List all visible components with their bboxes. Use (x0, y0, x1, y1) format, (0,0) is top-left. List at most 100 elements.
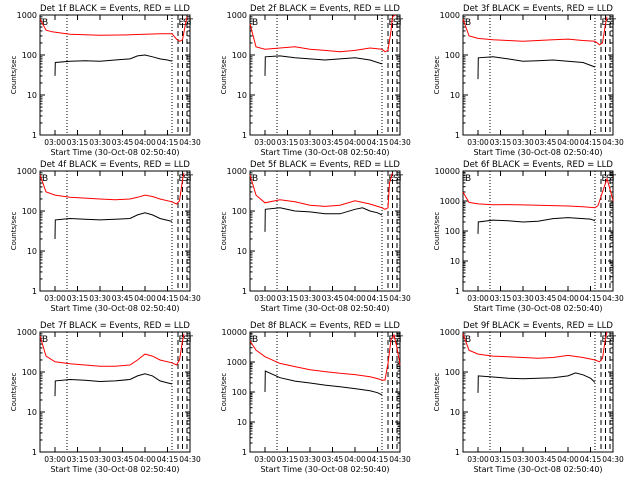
marker-label-T: T (397, 335, 404, 345)
x-tick-label: 04:30 (389, 294, 411, 303)
series-line-lld (249, 333, 401, 381)
series-line-events (264, 55, 383, 76)
plot-frame (462, 14, 614, 136)
x-tick-label: 04:00 (344, 294, 366, 303)
series-line-lld (249, 172, 393, 210)
x-tick-label: 03:45 (322, 455, 344, 464)
chart-title: Det 6f BLACK = Events, RED = LLD (463, 160, 613, 170)
x-tick-label: 03:30 (512, 138, 534, 147)
chart-title: Det 3f BLACK = Events, RED = LLD (463, 4, 613, 14)
series-line-events (477, 217, 596, 234)
marker-label-E: E (389, 174, 395, 184)
marker-label-T: T (187, 335, 194, 345)
y-axis-label: Counts/sec (220, 212, 228, 251)
y-axis-label: Counts/sec (10, 56, 18, 95)
x-tick-label: 04:30 (602, 294, 624, 303)
x-tick-label: 03:15 (67, 294, 89, 303)
x-tick-label: 04:15 (367, 455, 389, 464)
y-tick-label: 1 (455, 448, 460, 457)
x-tick-label: 03:00 (44, 294, 66, 303)
y-axis-label: Counts/sec (433, 56, 441, 95)
y-tick-label: 10000 (222, 328, 247, 337)
y-tick-label: 1000 (440, 328, 460, 337)
x-tick-label: 04:00 (557, 138, 579, 147)
x-tick-label: 03:45 (535, 294, 557, 303)
x-axis-label: Start Time (30-Oct-08 02:50:40) (260, 465, 389, 474)
x-tick-label: 04:00 (134, 294, 156, 303)
x-tick-label: 03:00 (467, 455, 489, 464)
y-tick-label: 1000 (227, 11, 247, 20)
y-tick-label: 10 (27, 408, 37, 417)
series-line-events (264, 370, 383, 396)
marker-label-E: E (179, 174, 185, 184)
series-line-lld (462, 331, 608, 363)
x-axis-label: Start Time (30-Oct-08 02:50:40) (473, 304, 602, 313)
x-tick-label: 03:45 (112, 455, 134, 464)
x-tick-label: 04:15 (157, 138, 179, 147)
x-tick-label: 03:30 (89, 294, 111, 303)
marker-label-S: S (606, 174, 612, 184)
y-tick-label: 10 (27, 247, 37, 256)
x-tick-label: 04:15 (580, 138, 602, 147)
x-tick-label: 04:00 (344, 138, 366, 147)
plot-frame (39, 331, 191, 453)
x-axis-label: Start Time (30-Oct-08 02:50:40) (50, 465, 179, 474)
x-tick-label: 04:15 (367, 138, 389, 147)
x-tick-label: 03:30 (89, 455, 111, 464)
x-tick-label: 03:45 (535, 138, 557, 147)
marker-label-T: T (187, 174, 194, 184)
y-tick-label: 100 (445, 51, 460, 60)
chart-title: Det 4f BLACK = Events, RED = LLD (40, 160, 190, 170)
plot-frame (249, 14, 401, 136)
chart-panel-2: Det 2f BLACK = Events, RED = LLD 1 10 100 10… (220, 4, 411, 157)
x-tick-label: 03:00 (254, 455, 276, 464)
y-tick-label: 100 (22, 51, 37, 60)
y-tick-label: 1 (455, 131, 460, 140)
y-axis-label: Counts/sec (10, 373, 18, 412)
y-tick-label: 100 (22, 368, 37, 377)
marker-label-S: S (393, 18, 399, 28)
plot-frame (39, 14, 191, 136)
marker-label-S: S (183, 335, 189, 345)
x-tick-label: 04:00 (557, 455, 579, 464)
marker-label-S: S (606, 335, 612, 345)
x-tick-label: 03:15 (67, 455, 89, 464)
x-tick-label: 03:15 (67, 138, 89, 147)
y-tick-label: 1 (242, 448, 247, 457)
x-tick-label: 04:00 (344, 455, 366, 464)
marker-label-B: B (252, 174, 258, 184)
series-line-lld (39, 172, 185, 205)
y-tick-label: 1 (455, 287, 460, 296)
plot-frame (462, 170, 614, 292)
x-tick-label: 03:00 (467, 138, 489, 147)
marker-label-E: E (179, 18, 185, 28)
x-tick-label: 03:00 (254, 138, 276, 147)
y-tick-label: 100 (445, 227, 460, 236)
x-tick-label: 03:45 (112, 138, 134, 147)
series-line-events (264, 207, 383, 232)
marker-label-S: S (183, 174, 189, 184)
x-axis-label: Start Time (30-Oct-08 02:50:40) (473, 465, 602, 474)
x-tick-label: 03:30 (299, 455, 321, 464)
marker-label-E: E (602, 18, 608, 28)
chart-panel-1: Det 1f BLACK = Events, RED = LLD 1 10 100 10… (10, 4, 201, 157)
x-axis-label: Start Time (30-Oct-08 02:50:40) (50, 304, 179, 313)
marker-label-S: S (606, 18, 612, 28)
x-tick-label: 03:15 (490, 455, 512, 464)
marker-label-T: T (397, 174, 404, 184)
x-tick-label: 04:30 (389, 138, 411, 147)
x-tick-label: 04:00 (134, 455, 156, 464)
x-axis-label: Start Time (30-Oct-08 02:50:40) (50, 148, 179, 157)
y-tick-label: 100 (445, 368, 460, 377)
y-axis-label: Counts/sec (10, 212, 18, 251)
marker-label-B: B (252, 335, 258, 345)
series-line-events (477, 372, 596, 393)
chart-title: Det 2f BLACK = Events, RED = LLD (250, 4, 400, 14)
x-tick-label: 03:15 (277, 138, 299, 147)
chart-panel-3: Det 3f BLACK = Events, RED = LLD 1 10 100 10… (433, 4, 624, 157)
marker-label-E: E (389, 335, 395, 345)
y-tick-label: 1 (242, 287, 247, 296)
y-axis-label: Counts/sec (220, 373, 228, 412)
chart-title: Det 9f BLACK = Events, RED = LLD (463, 321, 613, 331)
marker-label-T: T (610, 335, 617, 345)
